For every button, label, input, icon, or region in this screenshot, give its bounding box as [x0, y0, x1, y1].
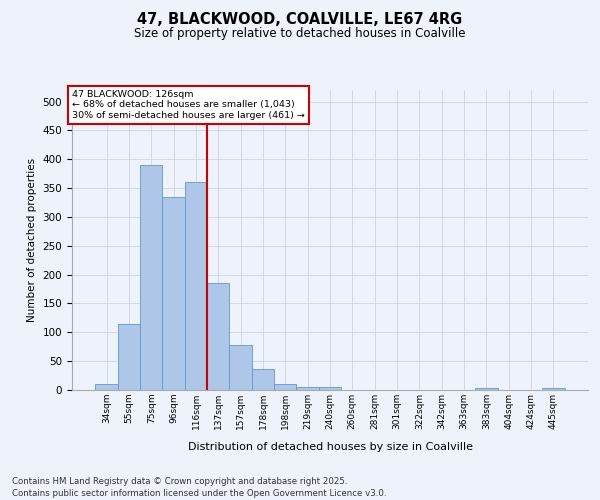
Bar — [163, 196, 185, 390]
Bar — [319, 387, 341, 390]
Bar — [475, 388, 497, 390]
Y-axis label: Number of detached properties: Number of detached properties — [27, 158, 37, 322]
Text: Distribution of detached houses by size in Coalville: Distribution of detached houses by size … — [187, 442, 473, 452]
Bar — [274, 384, 296, 390]
Text: Contains HM Land Registry data © Crown copyright and database right 2025.: Contains HM Land Registry data © Crown c… — [12, 478, 347, 486]
Bar — [185, 182, 207, 390]
Bar — [296, 387, 319, 390]
Bar — [252, 368, 274, 390]
Bar — [118, 324, 140, 390]
Bar — [140, 165, 163, 390]
Text: Size of property relative to detached houses in Coalville: Size of property relative to detached ho… — [134, 28, 466, 40]
Text: Contains public sector information licensed under the Open Government Licence v3: Contains public sector information licen… — [12, 489, 386, 498]
Bar — [207, 284, 229, 390]
Bar — [542, 388, 565, 390]
Bar — [95, 384, 118, 390]
Text: 47, BLACKWOOD, COALVILLE, LE67 4RG: 47, BLACKWOOD, COALVILLE, LE67 4RG — [137, 12, 463, 28]
Bar — [229, 345, 252, 390]
Text: 47 BLACKWOOD: 126sqm
← 68% of detached houses are smaller (1,043)
30% of semi-de: 47 BLACKWOOD: 126sqm ← 68% of detached h… — [72, 90, 305, 120]
